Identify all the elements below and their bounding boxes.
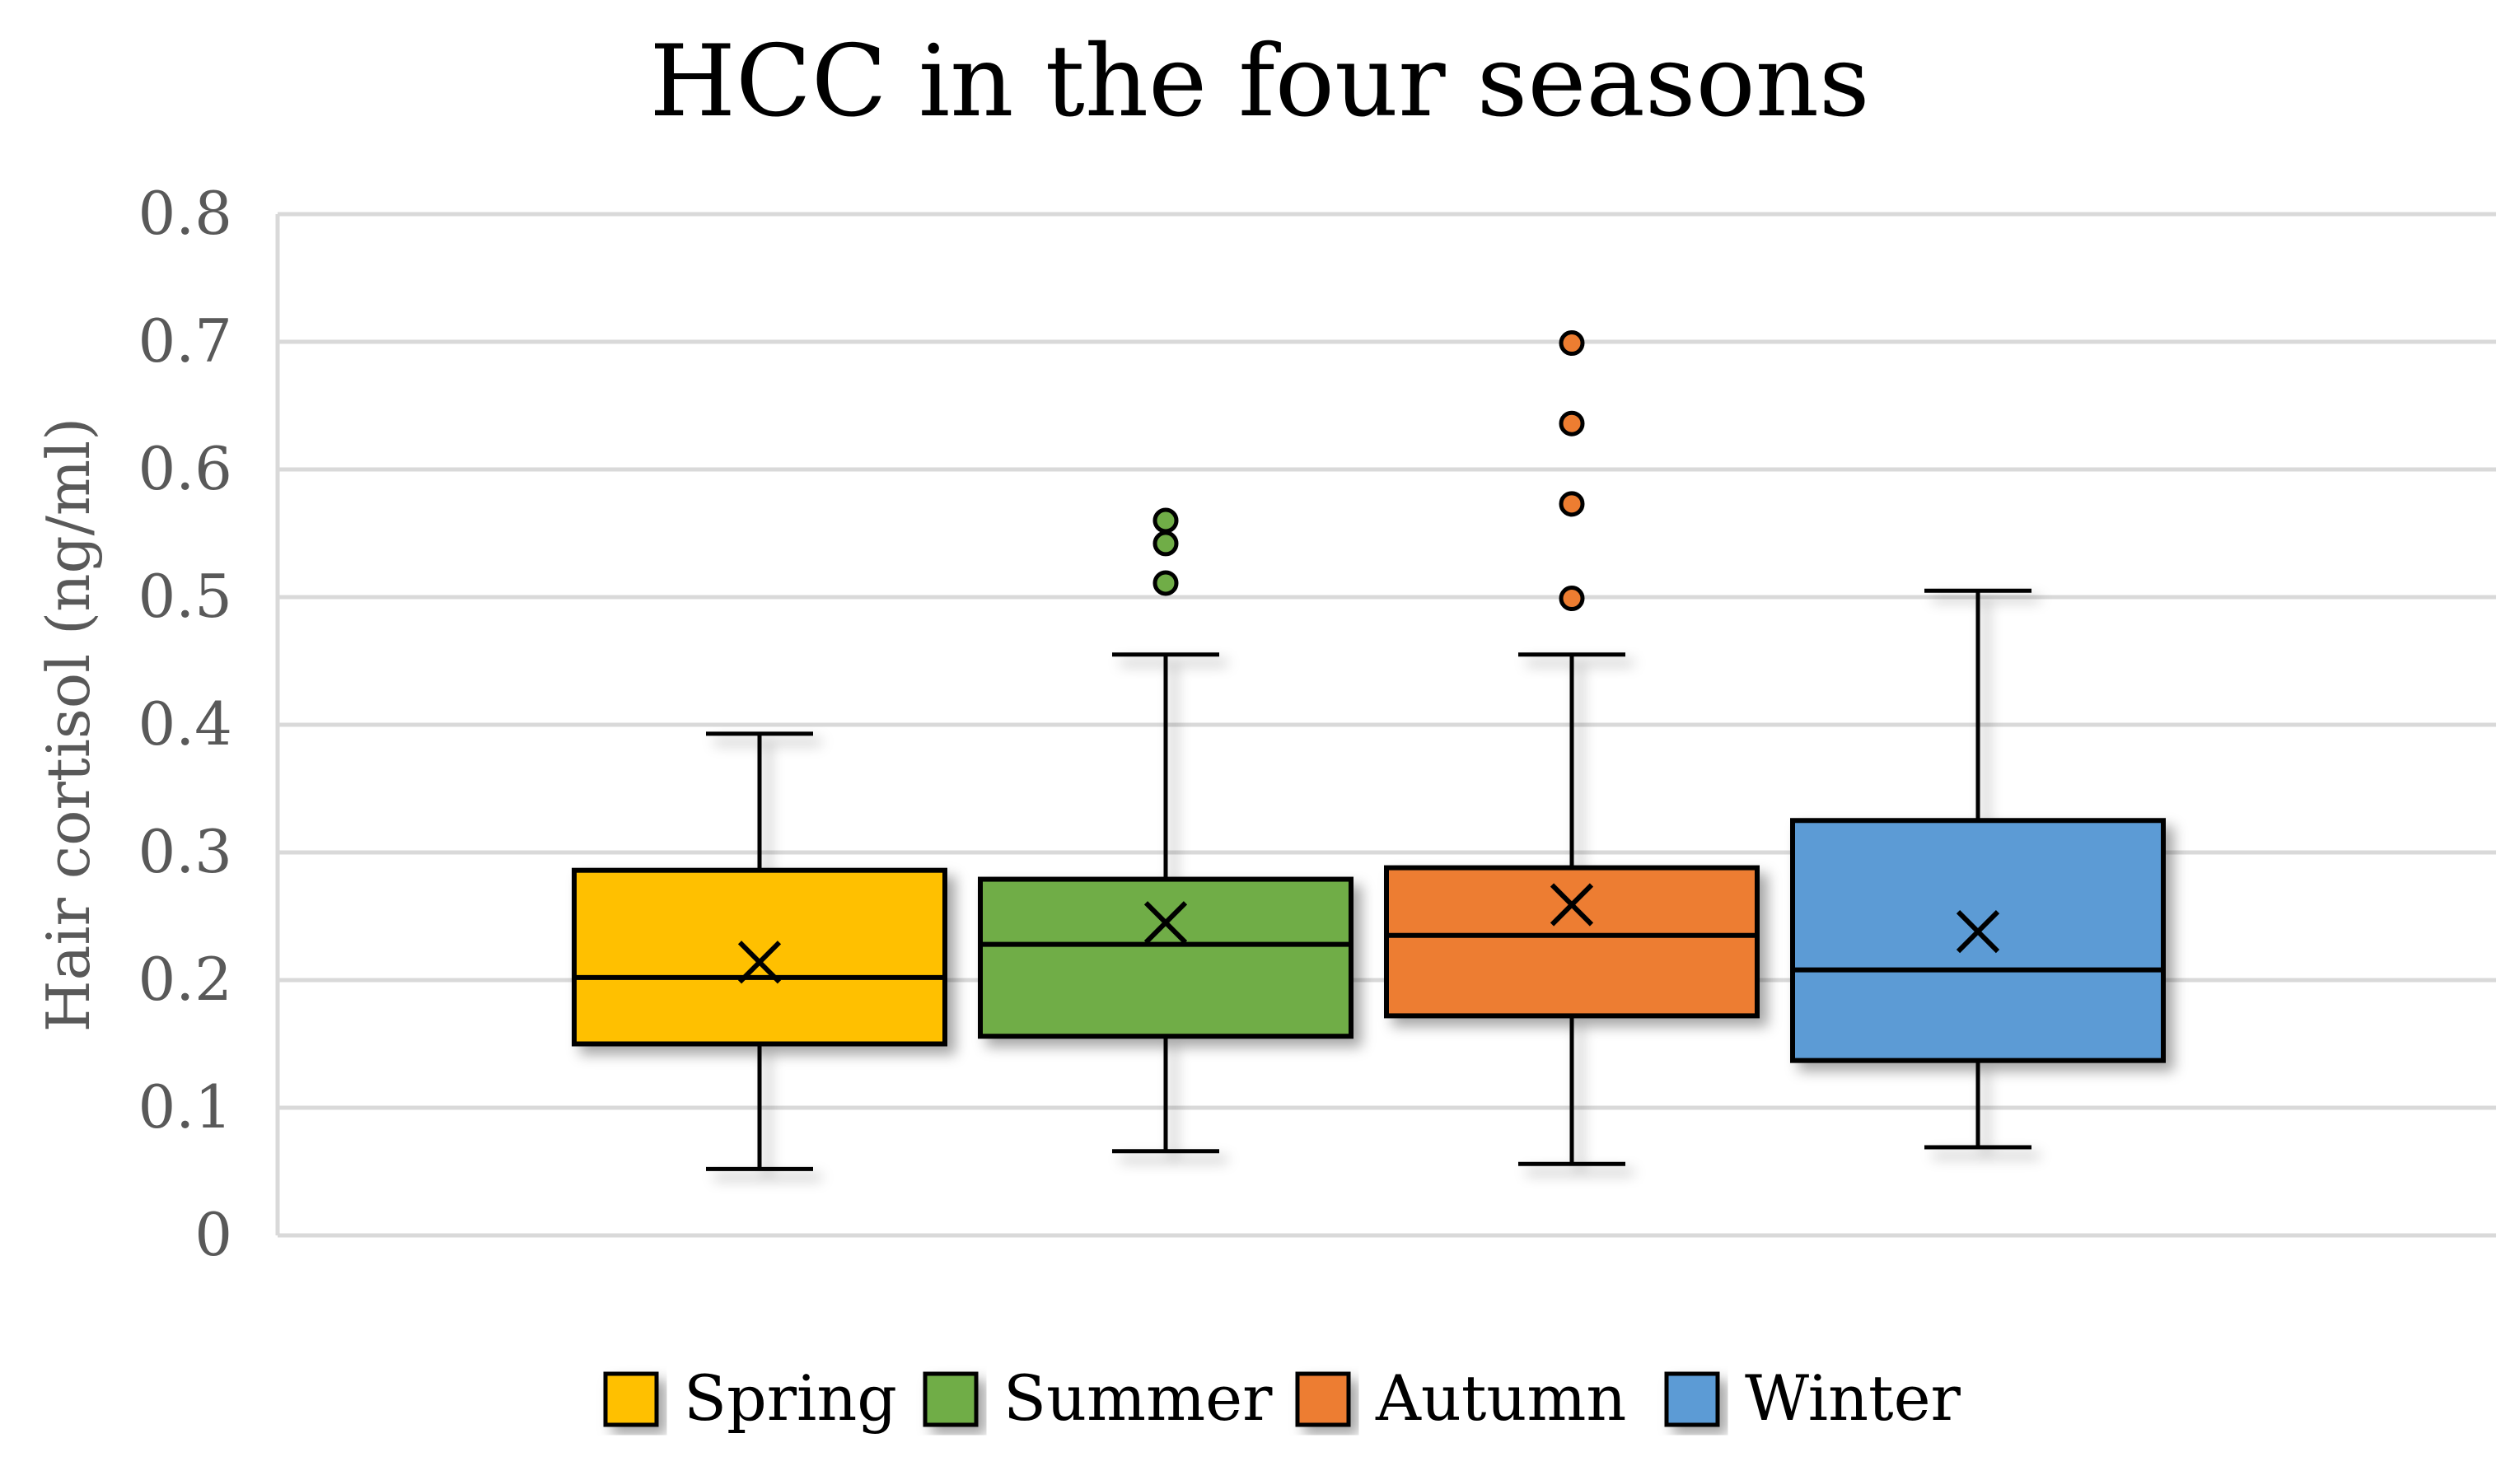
outlier-point xyxy=(1559,410,1585,437)
outlier-point xyxy=(1559,491,1585,517)
series-summer xyxy=(978,507,1354,1154)
outlier-point xyxy=(1559,330,1585,357)
legend-item-autumn: Autumn xyxy=(1295,1361,1626,1435)
gridlines xyxy=(275,212,2496,1238)
legend-swatch xyxy=(923,1371,979,1427)
legend-swatch xyxy=(1664,1371,1720,1427)
mean-marker xyxy=(1550,883,1594,927)
outlier-point xyxy=(1152,530,1179,557)
y-tick-label: 0 xyxy=(194,1200,232,1269)
y-tick-label: 0.8 xyxy=(138,179,232,248)
y-tick-label: 0.4 xyxy=(138,689,232,759)
y-tick-label: 0.1 xyxy=(138,1072,232,1142)
legend-item-winter: Winter xyxy=(1664,1361,1961,1435)
y-tick-label: 0.5 xyxy=(138,562,232,631)
chart-title: HCC in the four seasons xyxy=(649,25,1869,139)
mean-marker xyxy=(1956,909,2000,954)
outlier-point xyxy=(1152,507,1179,534)
outlier-point xyxy=(1559,586,1585,612)
box-group xyxy=(1384,652,1760,1166)
y-axis-label: Hair cortisol (ng/ml) xyxy=(34,418,103,1033)
legend-swatch xyxy=(603,1371,659,1427)
legend-item-summer: Summer xyxy=(923,1361,1273,1435)
box-iqr xyxy=(572,867,947,1047)
plot-area xyxy=(572,330,2166,1171)
y-tick-label: 0.7 xyxy=(138,306,232,376)
y-tick-labels: 0 0.1 0.2 0.3 0.4 0.5 0.6 0.7 0.8 xyxy=(138,179,232,1269)
box-group xyxy=(572,731,947,1171)
box-iqr xyxy=(1790,818,2166,1063)
box-group xyxy=(1790,588,2166,1150)
legend-label: Spring xyxy=(684,1361,897,1435)
series-autumn xyxy=(1384,330,1760,1166)
legend-label: Summer xyxy=(1003,1361,1273,1435)
legend-item-spring: Spring xyxy=(603,1361,897,1435)
legend-label: Autumn xyxy=(1375,1361,1626,1435)
legend-swatch xyxy=(1295,1371,1351,1427)
box-group xyxy=(978,652,1354,1154)
legend-swatch-group xyxy=(1664,1371,1720,1427)
outlier-point xyxy=(1152,570,1179,596)
box-iqr xyxy=(1384,865,1760,1019)
y-tick-label: 0.6 xyxy=(138,434,232,503)
y-tick-label: 0.3 xyxy=(138,817,232,886)
mean-marker xyxy=(1143,901,1188,945)
series-spring xyxy=(572,731,947,1171)
y-tick-label: 0.2 xyxy=(138,945,232,1014)
legend-swatch-group xyxy=(1295,1371,1351,1427)
series-winter xyxy=(1790,588,2166,1150)
legend-label: Winter xyxy=(1745,1361,1961,1435)
legend-swatch-group xyxy=(923,1371,979,1427)
box-iqr xyxy=(978,876,1354,1039)
legend: Spring Summer Autumn Winter xyxy=(603,1361,1961,1435)
mean-marker xyxy=(737,941,782,984)
legend-swatch-group xyxy=(603,1371,659,1427)
